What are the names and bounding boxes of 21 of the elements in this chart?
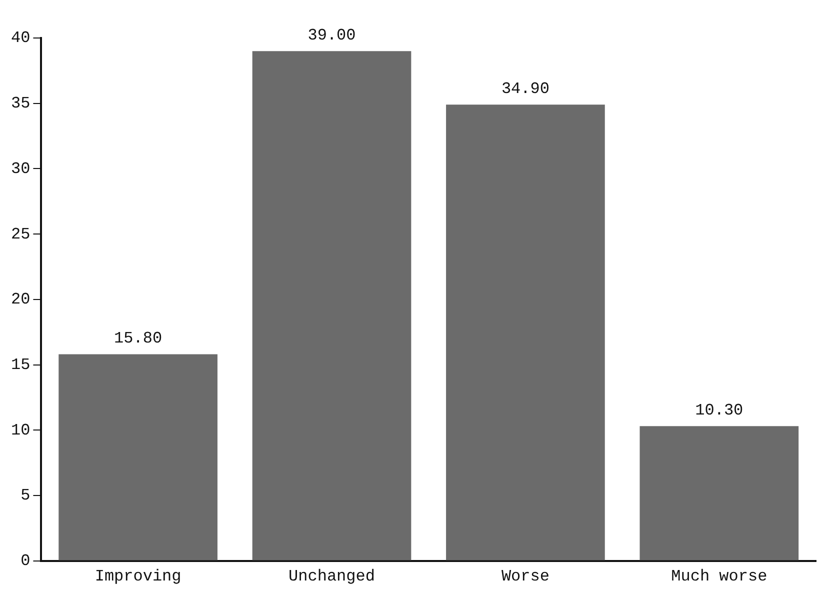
y-tick-label: 25: [11, 225, 30, 244]
data-label: 34.90: [501, 80, 550, 98]
data-label: 10.30: [695, 401, 744, 420]
x-tick-label: Much worse: [671, 568, 768, 586]
y-tick-label: 10: [11, 421, 30, 440]
x-tick-label: Unchanged: [288, 568, 375, 586]
x-tick-label: Improving: [94, 568, 182, 586]
bar: [58, 354, 218, 560]
y-tick-label: 20: [11, 290, 30, 309]
y-tick-label: 40: [11, 29, 30, 48]
y-tick-label: 5: [20, 486, 30, 505]
y-tick-label: 30: [11, 160, 30, 178]
x-tick-label: Worse: [501, 568, 550, 586]
y-tick-label: 15: [11, 356, 30, 374]
bar: [640, 426, 799, 560]
data-label: 15.80: [114, 330, 162, 348]
y-tick-label: 35: [11, 94, 30, 113]
data-label: 39.00: [308, 26, 356, 44]
bar: [446, 104, 605, 560]
y-tick-label: 0: [20, 552, 30, 570]
bar: [252, 51, 412, 560]
